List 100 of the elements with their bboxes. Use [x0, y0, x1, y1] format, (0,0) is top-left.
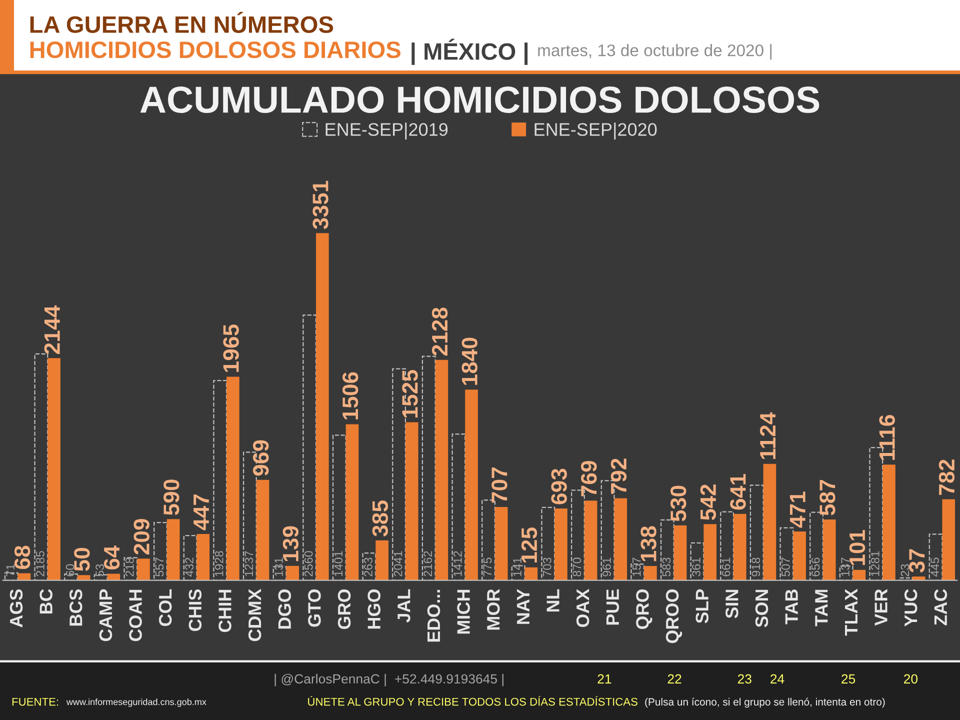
bar [48, 358, 60, 580]
x-tick-label: VER [874, 589, 888, 626]
x-tick-label: GTO [308, 589, 321, 627]
data-label: 53 [96, 564, 104, 576]
data-label: 361 [692, 558, 700, 576]
x-tick-label: NAY [516, 588, 530, 624]
x-tick-label: CAMP [99, 589, 112, 642]
x-tick-label: YUC [904, 589, 918, 626]
data-label: 2144 [44, 305, 60, 354]
data-label: 218 [125, 558, 134, 576]
data-label: 507 [782, 558, 790, 576]
data-label: 2162 [424, 551, 432, 576]
data-label: 1124 [760, 412, 776, 460]
data-label: 2128 [432, 308, 448, 356]
data-label: 557 [155, 558, 164, 576]
data-label: 139 [282, 526, 299, 562]
data-label: 782 [938, 460, 955, 495]
data-label: 1840 [462, 338, 478, 385]
data-label: 432 [185, 558, 194, 577]
x-tick-label: TAB [785, 589, 798, 624]
data-label: 471 [790, 492, 806, 528]
text: martes, 13 de octubre de 2020 | [538, 44, 772, 60]
text: | MÉXICO | [412, 38, 528, 65]
bar [644, 566, 657, 580]
data-label: 68 [14, 546, 30, 570]
data-label: 775 [483, 558, 492, 576]
bar [196, 534, 210, 580]
bar [852, 570, 866, 580]
data-label: 590 [164, 480, 180, 516]
x-tick-label: OAX [576, 588, 590, 628]
data-label: 157 [632, 558, 641, 576]
legend-label: ENE-SEP|2019 [326, 122, 448, 140]
text: 25 [842, 674, 856, 684]
bar [793, 532, 806, 580]
text: 22 [668, 674, 682, 684]
data-label: 60 [66, 564, 74, 576]
data-label: 2560 [304, 551, 313, 576]
x-tick-label: TAM [815, 590, 828, 626]
x-tick-label: BC [40, 589, 52, 614]
data-label: 661 [722, 558, 730, 576]
x-tick-label: BCS [69, 589, 82, 626]
data-label: 583 [662, 558, 671, 576]
data-label: 769 [581, 460, 597, 496]
bar [166, 519, 180, 580]
x-tick-label: CDMX [248, 588, 262, 642]
x-tick-label: CHIH [218, 590, 232, 632]
data-label: 587 [820, 480, 836, 516]
data-label: 1506 [342, 372, 358, 420]
data-label: 64 [104, 546, 120, 570]
data-label: 37 [909, 549, 925, 573]
data-label: 1237 [244, 551, 254, 576]
text: ÚNETE AL GRUPO Y RECIBE TODOS LOS DÍAS ESTADÍSTICAS [308, 696, 638, 706]
bar [584, 500, 598, 580]
data-label: 693 [551, 468, 567, 504]
data-label: 1401 [334, 551, 343, 576]
x-tick-label: MOR [486, 589, 500, 630]
x-tick-label: EDO... [427, 590, 440, 642]
bar [256, 480, 270, 580]
x-tick-label: GRO [338, 589, 351, 630]
bar [465, 390, 478, 580]
x-tick-label: QROO [666, 589, 682, 644]
x-tick-label: JAL [398, 589, 410, 622]
data-label: 71 [6, 564, 14, 576]
x-tick-label: COL [158, 589, 172, 626]
bar [614, 498, 628, 580]
data-label: 530 [670, 486, 686, 522]
text: 23 [738, 674, 752, 684]
text: www.informeseguridad.cns.gob.mx [66, 698, 206, 707]
bar [316, 233, 329, 580]
data-label: 1281 [870, 551, 880, 576]
x-tick-label: SLP [696, 589, 708, 624]
data-label: 918 [752, 558, 760, 576]
data-label: 101 [849, 530, 866, 566]
x-tick-label: AGS [10, 589, 23, 628]
data-label: 445 [930, 558, 939, 577]
text: 20 [904, 674, 918, 684]
data-label: 1928 [214, 551, 224, 576]
data-label: 141 [513, 558, 522, 576]
data-label: 1412 [453, 551, 462, 576]
data-label: 969 [252, 440, 269, 476]
data-label: 385 [372, 500, 388, 536]
data-label: 50 [74, 548, 90, 572]
x-tick-label: SON [755, 590, 768, 628]
text: 21 [598, 674, 612, 684]
text: HOMICIDIOS DOLOSOS DIARIOS [30, 41, 400, 58]
source-note: FUENTE: [12, 698, 58, 706]
x-tick-label: PUE [606, 589, 620, 625]
x-tick-label: TLAX [844, 588, 858, 636]
data-label: 2185 [36, 551, 44, 576]
bar [494, 507, 508, 580]
x-tick-label: SIN [726, 590, 738, 618]
text: | @CarlosPennaC | [274, 674, 386, 686]
data-label: 703 [542, 558, 552, 576]
data-label: 125 [521, 527, 538, 563]
bar [18, 573, 31, 580]
bar [137, 558, 150, 580]
data-label: 870 [572, 558, 582, 576]
data-label: 792 [610, 458, 627, 494]
data-label: 1116 [879, 415, 895, 460]
x-tick-label: COAH [129, 590, 142, 642]
